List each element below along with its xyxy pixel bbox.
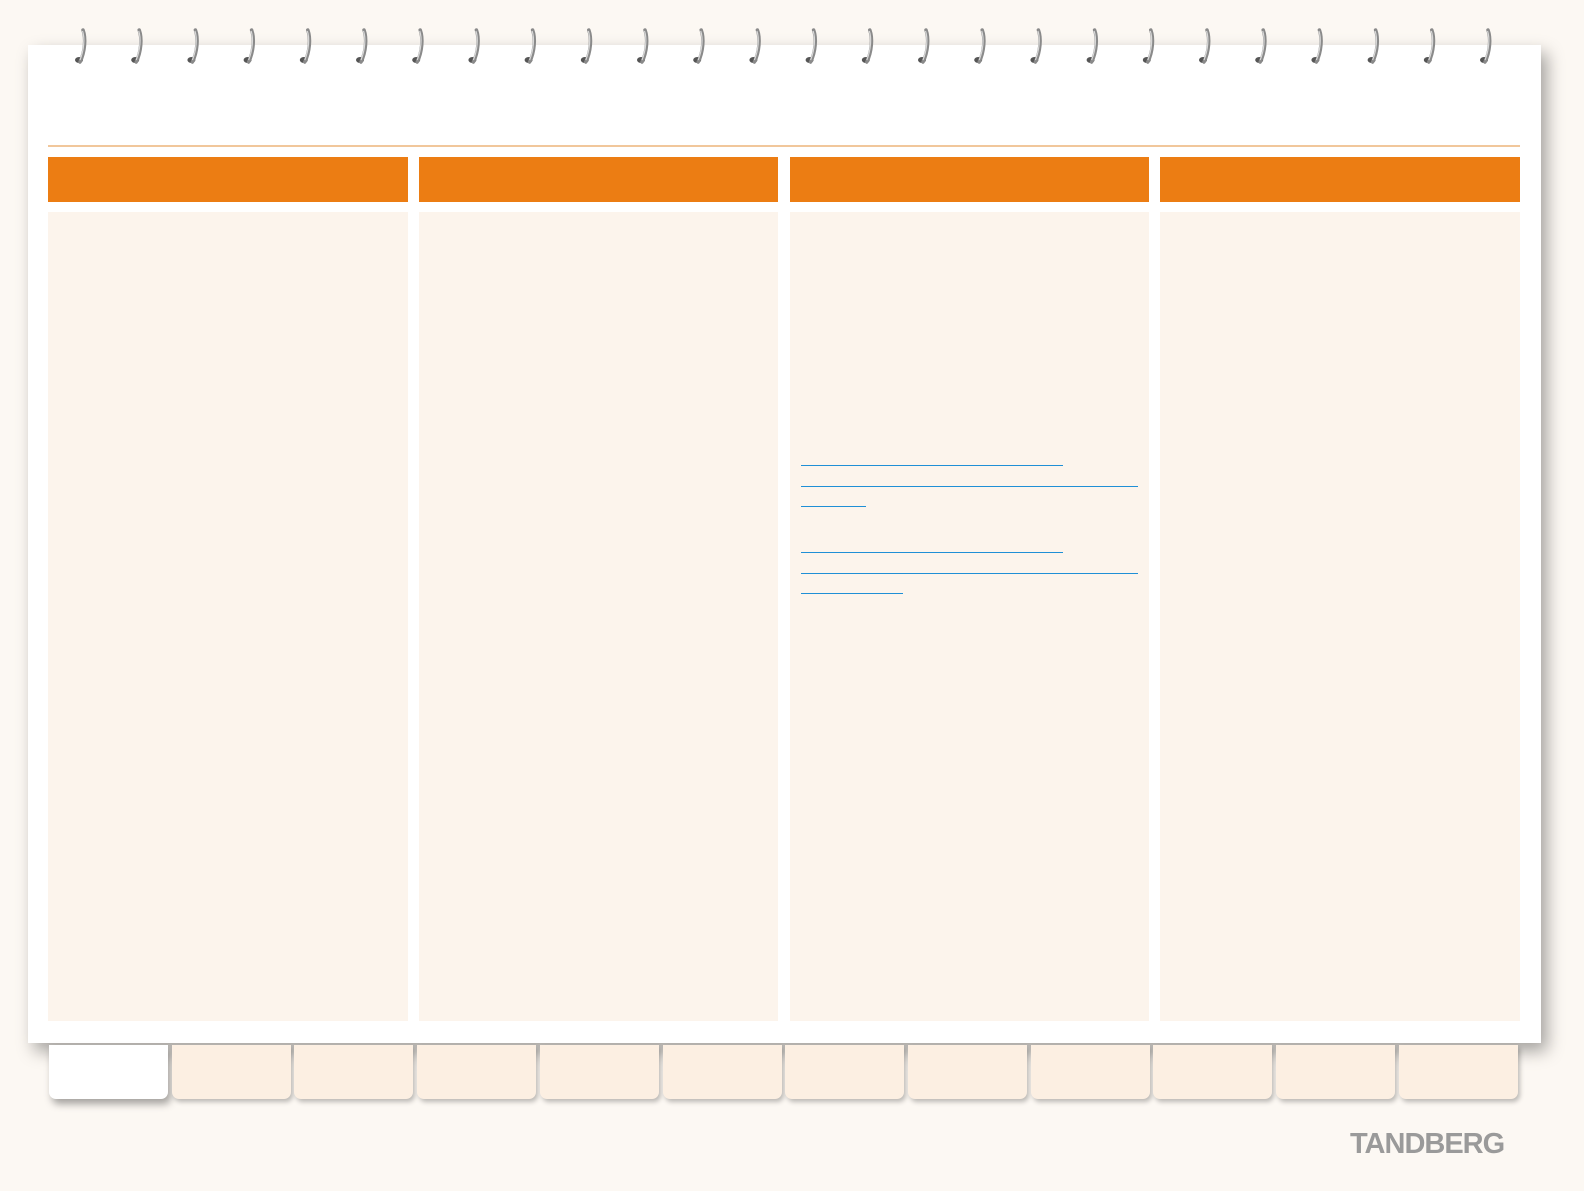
- link-1-line-3[interactable]: [801, 506, 866, 507]
- section-tab-10[interactable]: [1153, 1045, 1273, 1099]
- link-2-line-1[interactable]: [801, 552, 1063, 553]
- section-tab-5[interactable]: [539, 1045, 659, 1099]
- column-2-header: [419, 157, 778, 202]
- section-tab-8[interactable]: [907, 1045, 1027, 1099]
- link-2-line-3[interactable]: [801, 593, 903, 594]
- column-2-body: [419, 212, 778, 1021]
- section-tab-4[interactable]: [417, 1045, 537, 1099]
- column-4-header: [1160, 157, 1520, 202]
- column-4-body: [1160, 212, 1520, 1021]
- link-1-line-1[interactable]: [801, 465, 1063, 466]
- tandberg-logo: TANDBERG: [1350, 1128, 1505, 1160]
- section-tab-3[interactable]: [294, 1045, 414, 1099]
- section-tab-6[interactable]: [662, 1045, 782, 1099]
- section-tab-7[interactable]: [785, 1045, 905, 1099]
- section-tab-11[interactable]: [1276, 1045, 1395, 1099]
- link-1-line-2[interactable]: [801, 486, 1138, 487]
- column-3-body: [790, 212, 1149, 1021]
- column-3-header: [790, 157, 1149, 202]
- section-tab-1[interactable]: [49, 1045, 168, 1099]
- link-2-line-2[interactable]: [801, 573, 1138, 574]
- column-1-header: [48, 157, 408, 202]
- section-tab-9[interactable]: [1030, 1045, 1150, 1099]
- section-tab-2[interactable]: [171, 1045, 291, 1099]
- header-divider: [48, 145, 1520, 147]
- section-tab-12[interactable]: [1398, 1045, 1518, 1099]
- column-1-body: [48, 212, 408, 1021]
